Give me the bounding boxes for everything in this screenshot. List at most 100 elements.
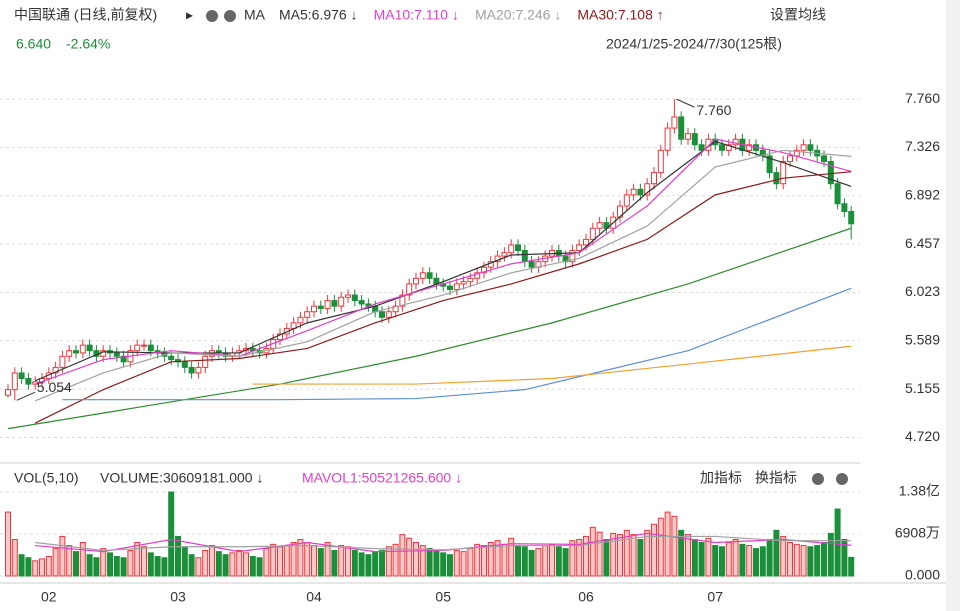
candle-body <box>780 160 787 185</box>
volume-bar <box>202 549 209 577</box>
volume-bar <box>297 538 304 577</box>
x-tick-label: 03 <box>170 589 186 605</box>
volume-bar <box>66 545 73 577</box>
switch-indicator[interactable]: 换指标 <box>755 470 797 486</box>
volume-bar <box>236 549 243 577</box>
ma-line <box>252 345 852 385</box>
candle-body <box>453 283 460 290</box>
volume-bar <box>127 549 134 577</box>
volume-bar <box>746 545 753 577</box>
candle-body <box>719 144 725 151</box>
candle-body <box>188 366 195 374</box>
candle-body <box>685 133 691 140</box>
volume-bar <box>569 540 576 577</box>
y-tick-label: 6908万 <box>895 525 940 541</box>
volume-bar <box>739 543 746 577</box>
x-tick-label: 02 <box>41 589 57 605</box>
volume-bar <box>100 548 107 577</box>
candle-body <box>52 366 59 374</box>
volume-bar <box>120 557 127 577</box>
close-icon[interactable] <box>224 10 236 22</box>
volume-bar <box>113 556 120 577</box>
volume-bar <box>773 529 780 577</box>
volume-bar <box>392 543 399 577</box>
candle-body <box>141 344 147 347</box>
volume-bar <box>372 551 379 577</box>
ma-line <box>7 227 852 430</box>
candle-body <box>59 355 66 368</box>
candle-body <box>515 244 521 252</box>
volume-bar <box>698 542 705 577</box>
volume-bar <box>719 546 725 577</box>
volume-bar <box>630 534 637 577</box>
volume-bar <box>793 543 800 577</box>
volume-bar <box>134 542 141 577</box>
volume-bar <box>515 545 521 577</box>
volume-bar <box>243 552 249 577</box>
candle-body <box>447 285 453 290</box>
volume-bar <box>725 542 732 577</box>
candle-body <box>827 160 834 185</box>
volume-bar <box>141 546 147 577</box>
volume-bar <box>18 554 25 577</box>
candle-body <box>644 183 651 196</box>
volume-bar <box>521 546 528 577</box>
volume-bar <box>589 526 596 577</box>
volume-bar <box>39 558 45 577</box>
ma-line <box>62 287 852 401</box>
candle-body <box>345 294 351 298</box>
y-tick-label: 1.38亿 <box>899 483 940 499</box>
candle-body <box>569 250 576 263</box>
volume-bar <box>249 556 256 577</box>
volume-bar <box>365 554 372 577</box>
low-arrow <box>16 391 36 401</box>
volume-bar <box>603 538 610 577</box>
volume-title: VOL(5,10) <box>14 470 79 486</box>
volume-bar <box>732 538 739 577</box>
expand-icon[interactable]: ▸ <box>186 7 193 23</box>
candle-body <box>583 238 589 246</box>
volume-bar <box>841 538 848 577</box>
candle-body <box>338 296 345 307</box>
high-annotation: 7.760 <box>696 102 731 118</box>
candle-body <box>195 366 202 374</box>
settings-icon[interactable] <box>206 10 218 22</box>
candle-body <box>385 311 392 318</box>
candle-body <box>848 211 855 225</box>
volume-bar <box>834 508 841 577</box>
volume-bar <box>494 540 501 577</box>
volume-bar <box>814 545 821 577</box>
volume-bar <box>195 557 202 577</box>
candle-body <box>821 155 827 162</box>
ma-line <box>34 140 852 382</box>
volume-bar <box>270 543 277 577</box>
volume-bar <box>705 537 712 577</box>
candle-body <box>746 144 753 151</box>
volume-bar <box>209 545 215 577</box>
candle-body <box>73 350 79 354</box>
candle-body <box>147 344 154 352</box>
volume-settings-icon[interactable] <box>812 473 824 485</box>
volume-bar <box>651 523 657 577</box>
candle-body <box>460 281 467 285</box>
volume-bar <box>549 543 555 577</box>
volume-bar <box>175 535 181 577</box>
volume-bar <box>555 546 562 577</box>
y-tick-label: 5.155 <box>905 380 940 396</box>
volume-bar <box>79 542 86 577</box>
candle-body <box>841 203 848 213</box>
legend-entry: MA20:7.246 ↓ <box>475 7 561 23</box>
candle-body <box>637 188 644 196</box>
volume-close-icon[interactable] <box>836 473 848 485</box>
volume-bar <box>583 535 589 577</box>
y-tick-label: 0.000 <box>905 567 940 583</box>
candle-body <box>5 389 11 396</box>
volume-bar <box>780 535 787 577</box>
volume-bar <box>317 548 324 577</box>
stock-title: 中国联通 (日线,前复权) <box>14 7 157 23</box>
ma-settings[interactable]: 设置均线 <box>770 7 826 23</box>
legend-entry: MA10:7.110 ↓ <box>374 7 459 23</box>
add-indicator[interactable]: 加指标 <box>700 470 742 486</box>
volume-bar <box>181 546 188 577</box>
volume-bar <box>447 554 453 577</box>
